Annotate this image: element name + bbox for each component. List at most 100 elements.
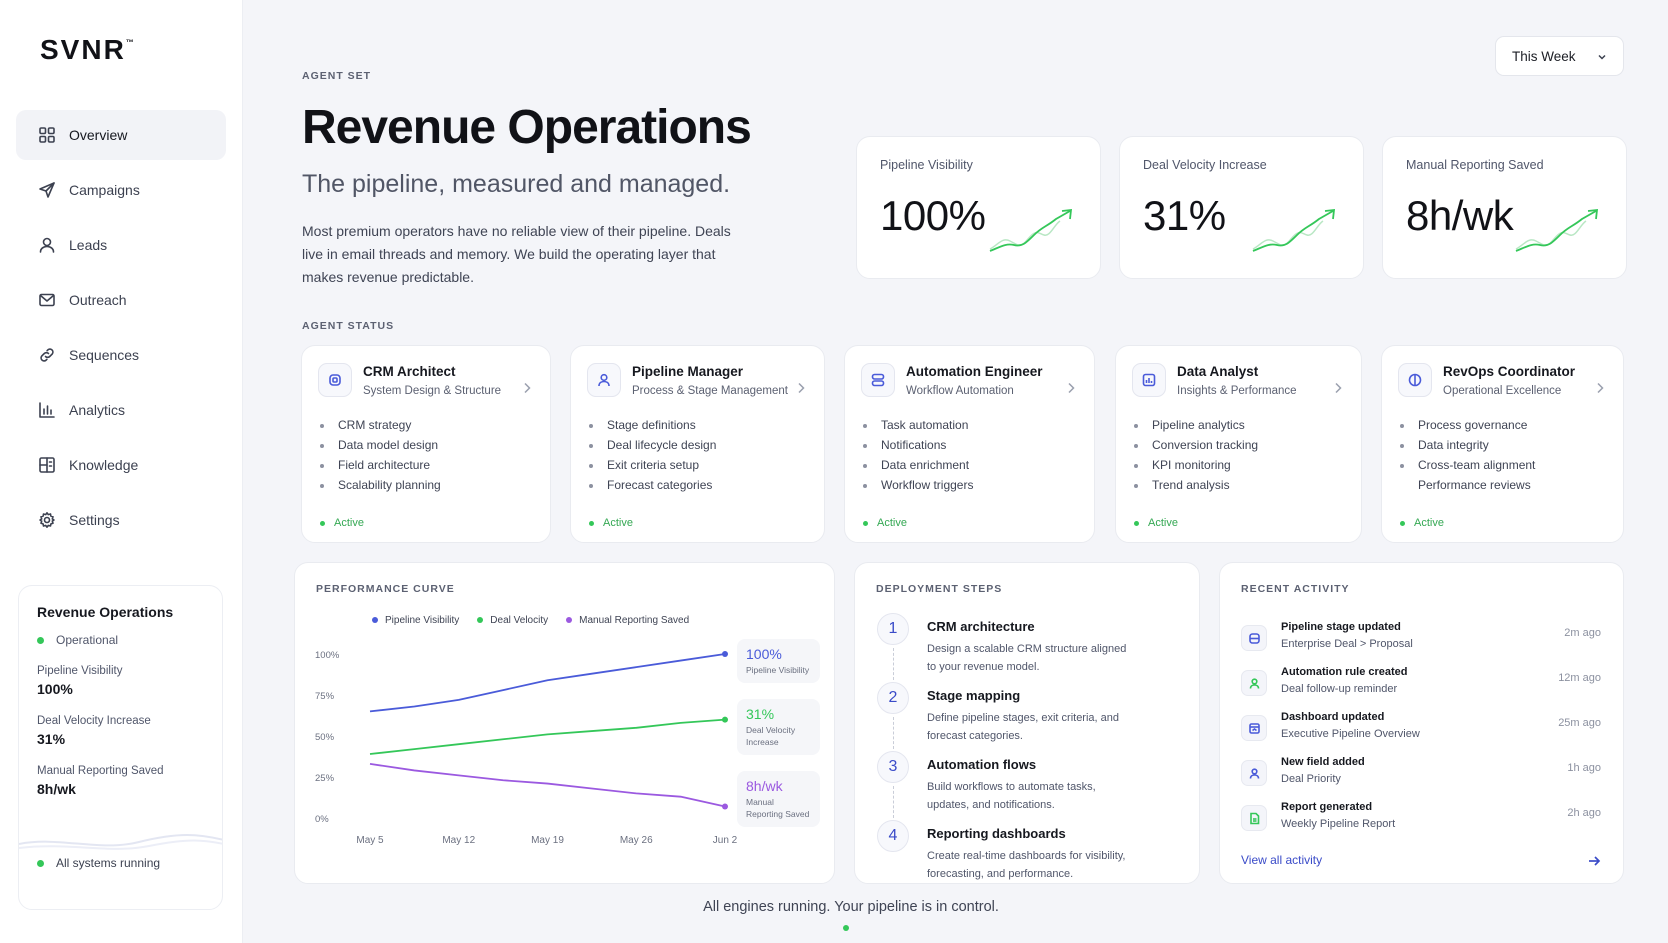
agent-role: Process & Stage Management: [632, 385, 788, 397]
sidebar: SVNR™ Overview Campaigns Leads Outreach …: [0, 0, 243, 943]
step-number: 4: [877, 820, 909, 852]
sidebar-item-analytics[interactable]: Analytics: [16, 385, 226, 435]
sidebar-item-knowledge[interactable]: Knowledge: [16, 440, 226, 490]
sidebar-item-label: Overview: [69, 127, 128, 143]
step-number: 3: [877, 751, 909, 783]
pipeline-icon: [1248, 632, 1260, 644]
status-badge: Active: [863, 517, 907, 529]
agent-name: CRM Architect: [363, 364, 456, 379]
agent-role: System Design & Structure: [363, 385, 502, 397]
report-icon: [1249, 812, 1259, 824]
kpi-value: 8h/wk: [1406, 192, 1514, 239]
sidebar-item-overview[interactable]: Overview: [16, 110, 226, 160]
sidebar-item-label: Leads: [69, 237, 108, 253]
trend-up-icon: [1252, 208, 1336, 252]
status-metric: Manual Reporting Saved 8h/wk: [37, 765, 164, 797]
y-tick-label: 25%: [315, 773, 335, 784]
grid-icon: [39, 127, 55, 143]
period-select[interactable]: This Week: [1495, 36, 1624, 76]
step-description: Define pipeline stages, exit criteria, a…: [927, 712, 1119, 742]
status-dot: [37, 637, 44, 645]
activity-item[interactable]: Report generated Weekly Pipeline Report …: [1241, 801, 1601, 846]
sidebar-item-settings[interactable]: Settings: [16, 495, 226, 545]
agent-card-crm-architect[interactable]: CRM Architect System Design & Structure …: [301, 345, 551, 543]
list-item: Performance reviews: [1418, 478, 1531, 492]
step-title: Stage mapping: [927, 688, 1021, 703]
sidebar-nav: Overview Campaigns Leads Outreach Sequen…: [16, 110, 226, 550]
step-title: Automation flows: [927, 757, 1037, 772]
agent-card-automation-engineer[interactable]: Automation Engineer Workflow Automation …: [844, 345, 1095, 543]
list-item: KPI monitoring: [1134, 455, 1258, 475]
series-line-2: [369, 762, 726, 808]
page-subtitle: The pipeline, measured and managed.: [302, 170, 731, 198]
link-icon: [40, 348, 54, 362]
sidebar-item-label: Sequences: [69, 347, 140, 363]
page-title: Revenue Operations: [302, 101, 752, 154]
decorative-wave: [19, 834, 222, 850]
legend-item: Deal Velocity: [477, 615, 548, 626]
activity-subtitle: Deal Priority: [1281, 773, 1341, 785]
chevron-right-icon: [1597, 382, 1604, 394]
list-item: Exit criteria setup: [589, 455, 716, 475]
list-item: Workflow triggers: [863, 475, 973, 495]
sidebar-item-outreach[interactable]: Outreach: [16, 275, 226, 325]
logo[interactable]: SVNR™: [40, 34, 134, 65]
agent-card-revops-coordinator[interactable]: RevOps Coordinator Operational Excellenc…: [1381, 345, 1624, 543]
legend-item: Manual Reporting Saved: [566, 615, 689, 626]
activity-item[interactable]: Pipeline stage updated Enterprise Deal >…: [1241, 621, 1601, 666]
sidebar-item-leads[interactable]: Leads: [16, 220, 226, 270]
list-item: Cross-team alignment: [1400, 455, 1535, 475]
agent-capabilities: Task automation Notifications Data enric…: [863, 415, 973, 495]
mail-icon: [39, 293, 55, 307]
kpi-card-deal-velocity: Deal Velocity Increase 31%: [1119, 136, 1364, 279]
agent-capabilities: Stage definitions Deal lifecycle design …: [589, 415, 716, 495]
deployment-steps-panel: DEPLOYMENT STEPS 1 CRM architecture Desi…: [854, 562, 1200, 884]
agent-card-pipeline-manager[interactable]: Pipeline Manager Process & Stage Managem…: [570, 345, 825, 543]
agent-role: Operational Excellence: [1443, 385, 1562, 397]
end-label-velocity: 31% Deal Velocity Increase: [737, 699, 820, 755]
system-status-card: Revenue Operations Operational Pipeline …: [18, 585, 223, 910]
x-tick-label: May 5: [356, 835, 384, 846]
y-tick-label: 50%: [315, 732, 335, 743]
bar-chart-icon: [39, 402, 55, 418]
arrow-right-icon[interactable]: [1587, 854, 1601, 868]
list-item: Data model design: [320, 435, 441, 455]
list-item: Data integrity: [1400, 435, 1535, 455]
status-dot: [863, 520, 868, 526]
activity-time: 12m ago: [1558, 672, 1601, 684]
series-end-point-2: [722, 803, 728, 810]
view-all-activity-link[interactable]: View all activity: [1241, 853, 1323, 867]
activity-title: Dashboard updated: [1281, 711, 1385, 723]
page-description: Most premium operators have no reliable …: [302, 223, 731, 285]
trend-up-icon: [989, 208, 1073, 252]
list-item: Stage definitions: [589, 415, 716, 435]
activity-item[interactable]: Automation rule created Deal follow-up r…: [1241, 666, 1601, 711]
status-dot: [843, 925, 849, 931]
chevron-right-icon: [798, 382, 805, 394]
y-tick-label: 100%: [315, 650, 340, 661]
activity-subtitle: Enterprise Deal > Proposal: [1281, 638, 1413, 650]
list-item: Pipeline analytics: [1134, 415, 1258, 435]
legend-item: Pipeline Visibility: [372, 615, 459, 626]
status-dot: [589, 520, 594, 526]
activity-title: Report generated: [1281, 801, 1373, 813]
kpi-card-reporting-saved: Manual Reporting Saved 8h/wk: [1382, 136, 1627, 279]
activity-item[interactable]: New field added Deal Priority 1h ago: [1241, 756, 1601, 801]
activity-title: New field added: [1281, 756, 1365, 768]
status-badge: Active: [589, 517, 633, 529]
activity-time: 25m ago: [1558, 717, 1601, 729]
sidebar-item-sequences[interactable]: Sequences: [16, 330, 226, 380]
kpi-card-pipeline-visibility: Pipeline Visibility 100%: [856, 136, 1101, 279]
book-icon: [39, 457, 55, 473]
y-tick-label: 75%: [315, 691, 335, 702]
chart-icon: [1142, 373, 1156, 387]
list-item: Process governance: [1400, 415, 1535, 435]
activity-subtitle: Executive Pipeline Overview: [1281, 728, 1420, 740]
activity-item[interactable]: Dashboard updated Executive Pipeline Ove…: [1241, 711, 1601, 756]
series-end-point-1: [722, 716, 728, 723]
agent-card-data-analyst[interactable]: Data Analyst Insights & Performance Pipe…: [1115, 345, 1362, 543]
panel-title: DEPLOYMENT STEPS: [876, 583, 1003, 595]
series-line-0: [369, 653, 726, 713]
sidebar-item-campaigns[interactable]: Campaigns: [16, 165, 226, 215]
activity-time: 1h ago: [1567, 762, 1601, 774]
